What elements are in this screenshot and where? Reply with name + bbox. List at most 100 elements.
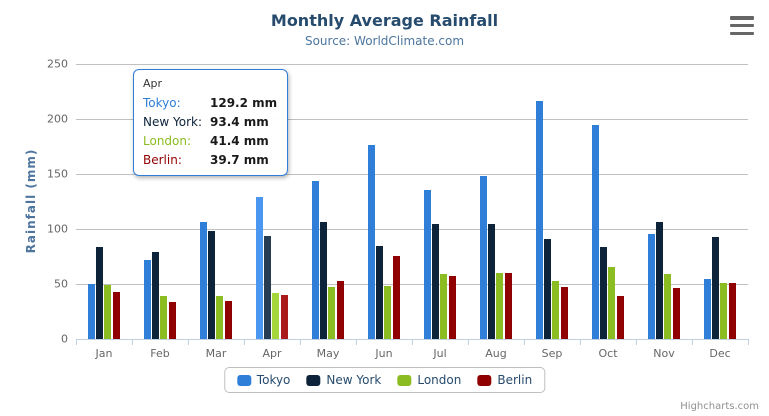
- bar-london-mar[interactable]: [216, 295, 224, 339]
- tooltip-series-name: London:: [143, 133, 192, 148]
- bar-berlin-nov[interactable]: [672, 287, 680, 339]
- y-gridline: [76, 284, 748, 285]
- x-axis-tick: [356, 339, 357, 345]
- x-axis-tick: [76, 339, 77, 345]
- bar-berlin-jun[interactable]: [392, 255, 400, 339]
- hamburger-icon: [730, 23, 754, 28]
- bar-london-jul[interactable]: [440, 274, 448, 339]
- legend-item-new-york[interactable]: New York: [306, 373, 381, 387]
- legend-item-berlin[interactable]: Berlin: [477, 373, 532, 387]
- bar-new-york-sep[interactable]: [543, 238, 551, 339]
- bar-tokyo-jul[interactable]: [423, 189, 431, 339]
- tooltip-row: London: 41.4 mm: [143, 131, 277, 150]
- bar-new-york-apr[interactable]: [263, 236, 271, 339]
- bar-berlin-may[interactable]: [336, 281, 344, 339]
- bar-new-york-jul[interactable]: [431, 223, 439, 339]
- y-axis-label: 150: [47, 167, 68, 181]
- legend-label: Berlin: [497, 373, 533, 387]
- legend-swatch: [397, 374, 412, 386]
- y-gridline: [76, 174, 748, 175]
- bar-new-york-feb[interactable]: [151, 252, 159, 339]
- legend: Tokyo New York London Berlin: [223, 367, 546, 393]
- bar-tokyo-jun[interactable]: [367, 145, 375, 339]
- bar-new-york-dec[interactable]: [711, 237, 719, 339]
- x-axis-tick: [580, 339, 581, 345]
- x-axis-tick: [636, 339, 637, 345]
- bar-berlin-feb[interactable]: [168, 302, 176, 339]
- bar-new-york-aug[interactable]: [487, 224, 495, 339]
- bar-london-may[interactable]: [328, 287, 336, 339]
- bar-london-jun[interactable]: [384, 285, 392, 339]
- bar-new-york-oct[interactable]: [599, 247, 607, 339]
- legend-label: London: [417, 373, 462, 387]
- x-axis-tick: [244, 339, 245, 345]
- y-gridline: [76, 229, 748, 230]
- bar-berlin-jan[interactable]: [112, 292, 120, 339]
- x-axis-label: Apr: [262, 347, 282, 360]
- bar-new-york-jun[interactable]: [375, 246, 383, 339]
- x-axis-label: May: [316, 347, 340, 360]
- legend-swatch: [306, 374, 321, 386]
- bar-london-aug[interactable]: [496, 273, 504, 339]
- tooltip-series-name: Berlin:: [143, 152, 182, 167]
- y-axis-label: 250: [47, 57, 68, 71]
- tooltip-series-value: 41.4 mm: [210, 133, 269, 148]
- tooltip-series-value: 93.4 mm: [210, 114, 269, 129]
- y-gridline: [76, 64, 748, 65]
- bar-london-nov[interactable]: [664, 273, 672, 339]
- x-axis-tick: [412, 339, 413, 345]
- bar-new-york-may[interactable]: [319, 222, 327, 339]
- x-axis-label: Dec: [709, 347, 731, 360]
- bar-berlin-dec[interactable]: [728, 282, 736, 339]
- bar-tokyo-may[interactable]: [311, 180, 319, 339]
- bar-tokyo-nov[interactable]: [647, 233, 655, 339]
- x-axis-tick: [524, 339, 525, 345]
- bar-new-york-nov[interactable]: [655, 221, 663, 339]
- bar-tokyo-sep[interactable]: [535, 100, 543, 339]
- legend-swatch: [477, 374, 492, 386]
- bar-tokyo-mar[interactable]: [199, 221, 207, 339]
- bar-tokyo-jan[interactable]: [87, 284, 95, 339]
- y-axis-label: 50: [54, 277, 68, 291]
- bar-berlin-sep[interactable]: [560, 286, 568, 339]
- hamburger-icon: [730, 31, 754, 35]
- bar-london-apr[interactable]: [272, 293, 280, 339]
- bar-london-sep[interactable]: [552, 281, 560, 339]
- bar-tokyo-dec[interactable]: [703, 279, 711, 339]
- bar-london-feb[interactable]: [160, 296, 168, 339]
- x-axis-tick: [188, 339, 189, 345]
- tooltip-row: Tokyo: 129.2 mm: [143, 93, 277, 112]
- x-axis-label: Jun: [375, 347, 393, 360]
- x-axis-label: Aug: [485, 347, 507, 360]
- x-axis-tick: [692, 339, 693, 345]
- bar-london-dec[interactable]: [720, 282, 728, 339]
- bar-new-york-jan[interactable]: [95, 247, 103, 339]
- legend-label: New York: [326, 373, 382, 387]
- bar-berlin-oct[interactable]: [616, 295, 624, 339]
- bar-london-oct[interactable]: [608, 267, 616, 339]
- bar-new-york-mar[interactable]: [207, 230, 215, 339]
- tooltip: Apr Tokyo: 129.2 mm New York: 93.4 mm London…: [133, 69, 288, 176]
- legend-item-london[interactable]: London: [397, 373, 461, 387]
- bar-tokyo-feb[interactable]: [143, 260, 151, 339]
- x-axis-label: Jan: [95, 347, 113, 360]
- bar-tokyo-apr[interactable]: [255, 196, 263, 339]
- tooltip-series-value: 129.2 mm: [210, 95, 278, 110]
- bar-tokyo-aug[interactable]: [479, 175, 487, 339]
- x-axis-label: Nov: [653, 347, 675, 360]
- bar-london-jan[interactable]: [104, 285, 112, 339]
- tooltip-series-name: Tokyo:: [143, 95, 181, 110]
- y-axis-title: Rainfall (mm): [24, 148, 38, 254]
- bar-berlin-jul[interactable]: [448, 275, 456, 339]
- tooltip-row: New York: 93.4 mm: [143, 112, 277, 131]
- tooltip-row: Berlin: 39.7 mm: [143, 150, 277, 169]
- context-menu-button[interactable]: [730, 16, 754, 35]
- bar-berlin-apr[interactable]: [280, 295, 288, 339]
- bar-berlin-aug[interactable]: [504, 272, 512, 339]
- tooltip-table: Tokyo: 129.2 mm New York: 93.4 mm London: 41.…: [143, 93, 277, 169]
- legend-item-tokyo[interactable]: Tokyo: [236, 373, 290, 387]
- bar-berlin-mar[interactable]: [224, 301, 232, 339]
- highcharts-credit-link[interactable]: Highcharts.com: [680, 401, 759, 412]
- bar-tokyo-oct[interactable]: [591, 125, 599, 339]
- x-axis-label: Jul: [433, 347, 447, 360]
